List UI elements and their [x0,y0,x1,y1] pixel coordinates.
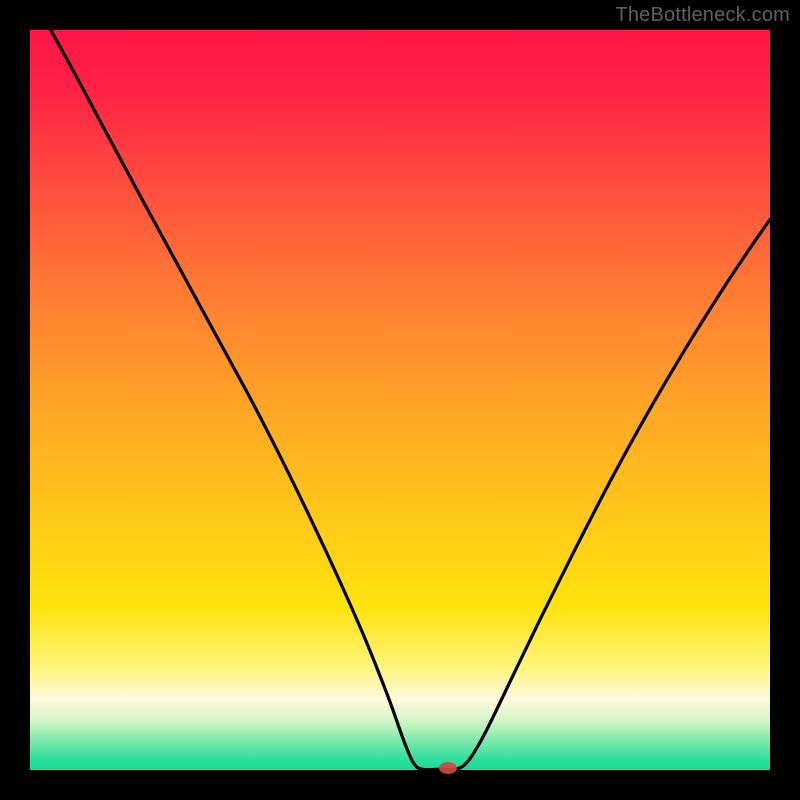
optimal-point-marker [439,762,457,774]
site-watermark: TheBottleneck.com [615,4,790,27]
plot-background [30,30,770,770]
